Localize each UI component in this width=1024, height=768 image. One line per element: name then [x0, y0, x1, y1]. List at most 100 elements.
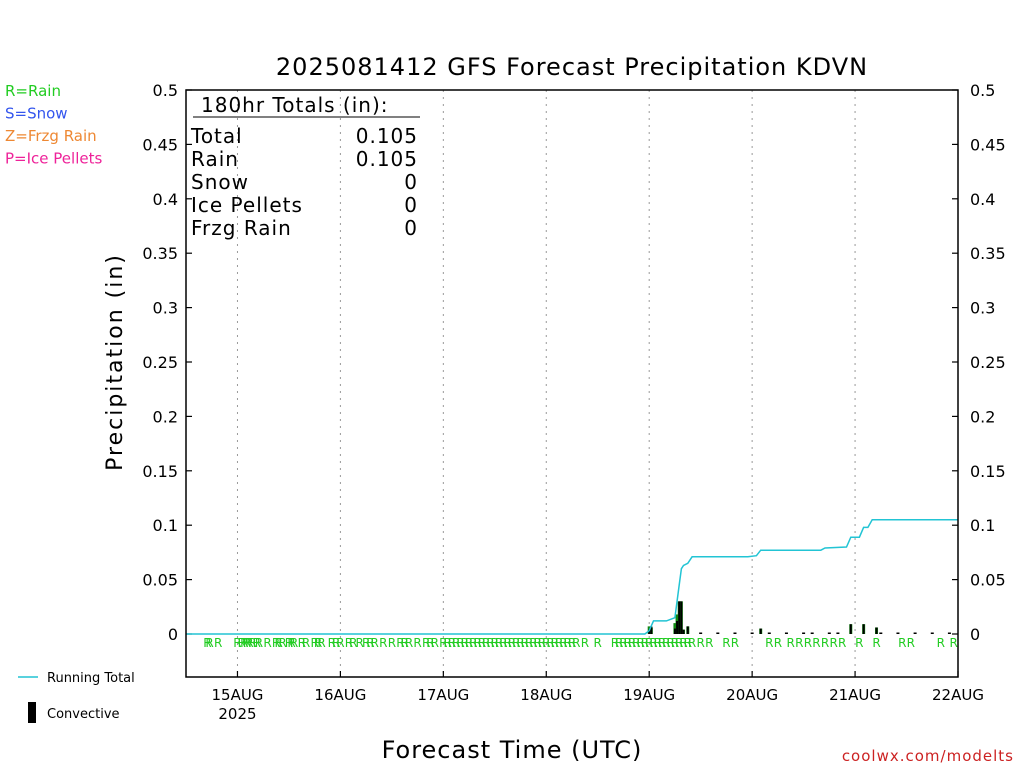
x-tick-label: 22AUG — [932, 686, 984, 704]
rain-marker: R — [662, 636, 670, 650]
rain-marker: R — [684, 636, 692, 650]
y-tick-label: 0.2 — [970, 407, 995, 426]
y-tick-label: 0.1 — [970, 516, 995, 535]
rain-marker: R — [486, 636, 494, 650]
y-axis-label: Precipitation (in) — [103, 253, 128, 471]
x-tick-sublabel: 2025 — [218, 705, 256, 723]
convective-bar — [680, 601, 683, 634]
key-item: Z=Frzg Rain — [5, 127, 97, 145]
rain-marker: R — [564, 636, 572, 650]
convective-bar — [650, 626, 653, 634]
rain-marker: R — [559, 636, 567, 650]
trace-bar — [733, 632, 737, 634]
rain-marker: R — [529, 636, 537, 650]
x-tick-label: 16AUG — [314, 686, 366, 704]
rain-marker: R — [253, 636, 261, 650]
rain-marker: R — [255, 636, 263, 650]
rain-marker: R — [482, 636, 490, 650]
convective-bar — [686, 626, 689, 634]
y-axis-right: 0 0.05 0.1 0.15 0.2 0.25 0.3 0.35 0.4 0.45 0.5 — [952, 81, 1006, 644]
rain-marker: R — [448, 636, 456, 650]
x-tick-label: 18AUG — [520, 686, 572, 704]
totals-row-value: 0.105 — [356, 124, 418, 148]
rain-marker: R — [422, 636, 430, 650]
y-tick-label: 0.5 — [153, 81, 178, 100]
rain-marker: R — [302, 636, 310, 650]
y-tick-label: 0.15 — [142, 462, 178, 481]
rain-marker: R — [795, 636, 803, 650]
convective-bar — [673, 628, 676, 634]
y-tick-label: 0.45 — [970, 135, 1006, 154]
rain-marker: R — [452, 636, 460, 650]
totals-row-value: 0 — [404, 170, 418, 194]
legend-convective-label: Convective — [47, 707, 120, 722]
plot-frame — [185, 89, 959, 678]
rain-marker: R — [765, 636, 773, 650]
rain-marker: R — [371, 636, 379, 650]
rain-marker: R — [628, 636, 636, 650]
rain-marker: R — [534, 636, 542, 650]
rain-marker: R — [658, 636, 666, 650]
trace-bar — [699, 632, 703, 634]
trace-bar — [784, 632, 788, 634]
rain-marker: R — [615, 636, 623, 650]
legend-convective-swatch — [28, 702, 36, 723]
rain-marker: R — [461, 636, 469, 650]
rain-marker: R — [666, 636, 674, 650]
rain-marker: R — [345, 636, 353, 650]
rain-marker: R — [431, 636, 439, 650]
legend-running-total-label: Running Total — [47, 671, 135, 686]
y-axis-left: 0 0.05 0.1 0.15 0.2 0.25 0.3 0.35 0.4 0.45 0.5 — [142, 81, 192, 644]
y-tick-label: 0.25 — [142, 353, 178, 372]
key-item: R=Rain — [5, 82, 61, 100]
rain-marker: R — [581, 636, 589, 650]
convective-bar — [875, 627, 878, 634]
rain-marker: R — [443, 636, 451, 650]
rain-marker: R — [405, 636, 413, 650]
rain-marker: R — [636, 636, 644, 650]
rain-marker: R — [473, 636, 481, 650]
rain-marker: R — [898, 636, 906, 650]
rain-marker: R — [611, 636, 619, 650]
totals-row-label: Ice Pellets — [191, 193, 303, 217]
rain-marker: R — [401, 636, 409, 650]
trace-bar — [836, 632, 840, 634]
trace-bar — [767, 632, 771, 634]
totals-row-label: Total — [190, 124, 243, 148]
y-tick-label: 0.05 — [142, 571, 178, 590]
x-tick-label: 19AUG — [623, 686, 675, 704]
totals-row-value: 0 — [404, 216, 418, 240]
rain-marker: R — [679, 636, 687, 650]
rain-marker: R — [233, 636, 241, 650]
rain-marker: R — [332, 636, 340, 650]
rain-marker: R — [950, 636, 958, 650]
y-tick-label: 0 — [970, 625, 980, 644]
bottom-legend: Running Total Convective — [18, 671, 135, 723]
rain-marker: R — [804, 636, 812, 650]
convective-bar — [648, 629, 651, 634]
y-tick-label: 0.3 — [153, 299, 178, 318]
rain-marker: R — [205, 636, 213, 650]
trace-bar — [802, 632, 806, 634]
rain-marker: R — [243, 636, 251, 650]
running-total-path — [186, 519, 958, 635]
y-tick-label: 0.35 — [142, 244, 178, 263]
rain-marker: R — [568, 636, 576, 650]
y-tick-label: 0.15 — [970, 462, 1006, 481]
x-tick-label: 15AUG — [211, 686, 263, 704]
grid-lines — [236, 90, 856, 677]
rain-marker: R — [688, 636, 696, 650]
rain-marker: R — [317, 636, 325, 650]
trace-bar — [947, 632, 951, 634]
rain-marker: R — [787, 636, 795, 650]
rain-marker: R — [287, 636, 295, 650]
rain-marker: R — [675, 636, 683, 650]
rain-marker: R — [508, 636, 516, 650]
trace-bar — [827, 632, 831, 634]
totals-heading: 180hr Totals (in): — [201, 93, 389, 117]
totals-box: 180hr Totals (in): Total 0.105 Rain 0.105 Sno… — [190, 93, 420, 240]
x-tick-label: 17AUG — [417, 686, 469, 704]
rain-marker: R — [310, 636, 318, 650]
